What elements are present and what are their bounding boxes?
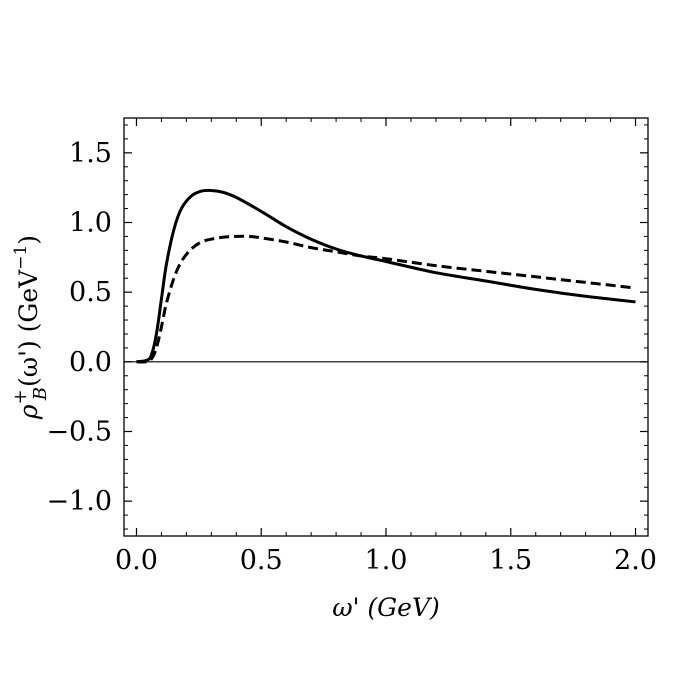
series-line-solid [136, 188, 636, 364]
series-layer [136, 188, 636, 364]
minor-ticks [124, 118, 648, 536]
y-tick-label: 1.5 [69, 138, 112, 169]
y-axis-title: ρ+B(ω') (GeV−1) [10, 235, 51, 420]
x-tick-label: 1.0 [365, 545, 408, 576]
plot-frame [123, 117, 649, 537]
series-line-dashed [136, 234, 636, 364]
x-tick-labels: 0.0 0.5 1.0 1.5 2.0 [115, 545, 657, 576]
x-tick-label: 0.5 [240, 545, 283, 576]
major-ticks [124, 118, 648, 536]
x-axis-title: ω' (GeV) [332, 593, 440, 622]
y-tick-label: −1.0 [46, 486, 112, 517]
y-tick-label: −0.5 [46, 417, 112, 448]
y-tick-labels: 1.5 1.0 0.5 0.0 −0.5 −1.0 [46, 138, 112, 517]
y-tick-label: 0.0 [69, 347, 112, 378]
x-tick-label: 1.5 [489, 545, 532, 576]
x-tick-label: 0.0 [115, 545, 158, 576]
y-tick-label: 0.5 [69, 277, 112, 308]
y-tick-label: 1.0 [69, 208, 112, 239]
x-tick-label: 2.0 [614, 545, 657, 576]
